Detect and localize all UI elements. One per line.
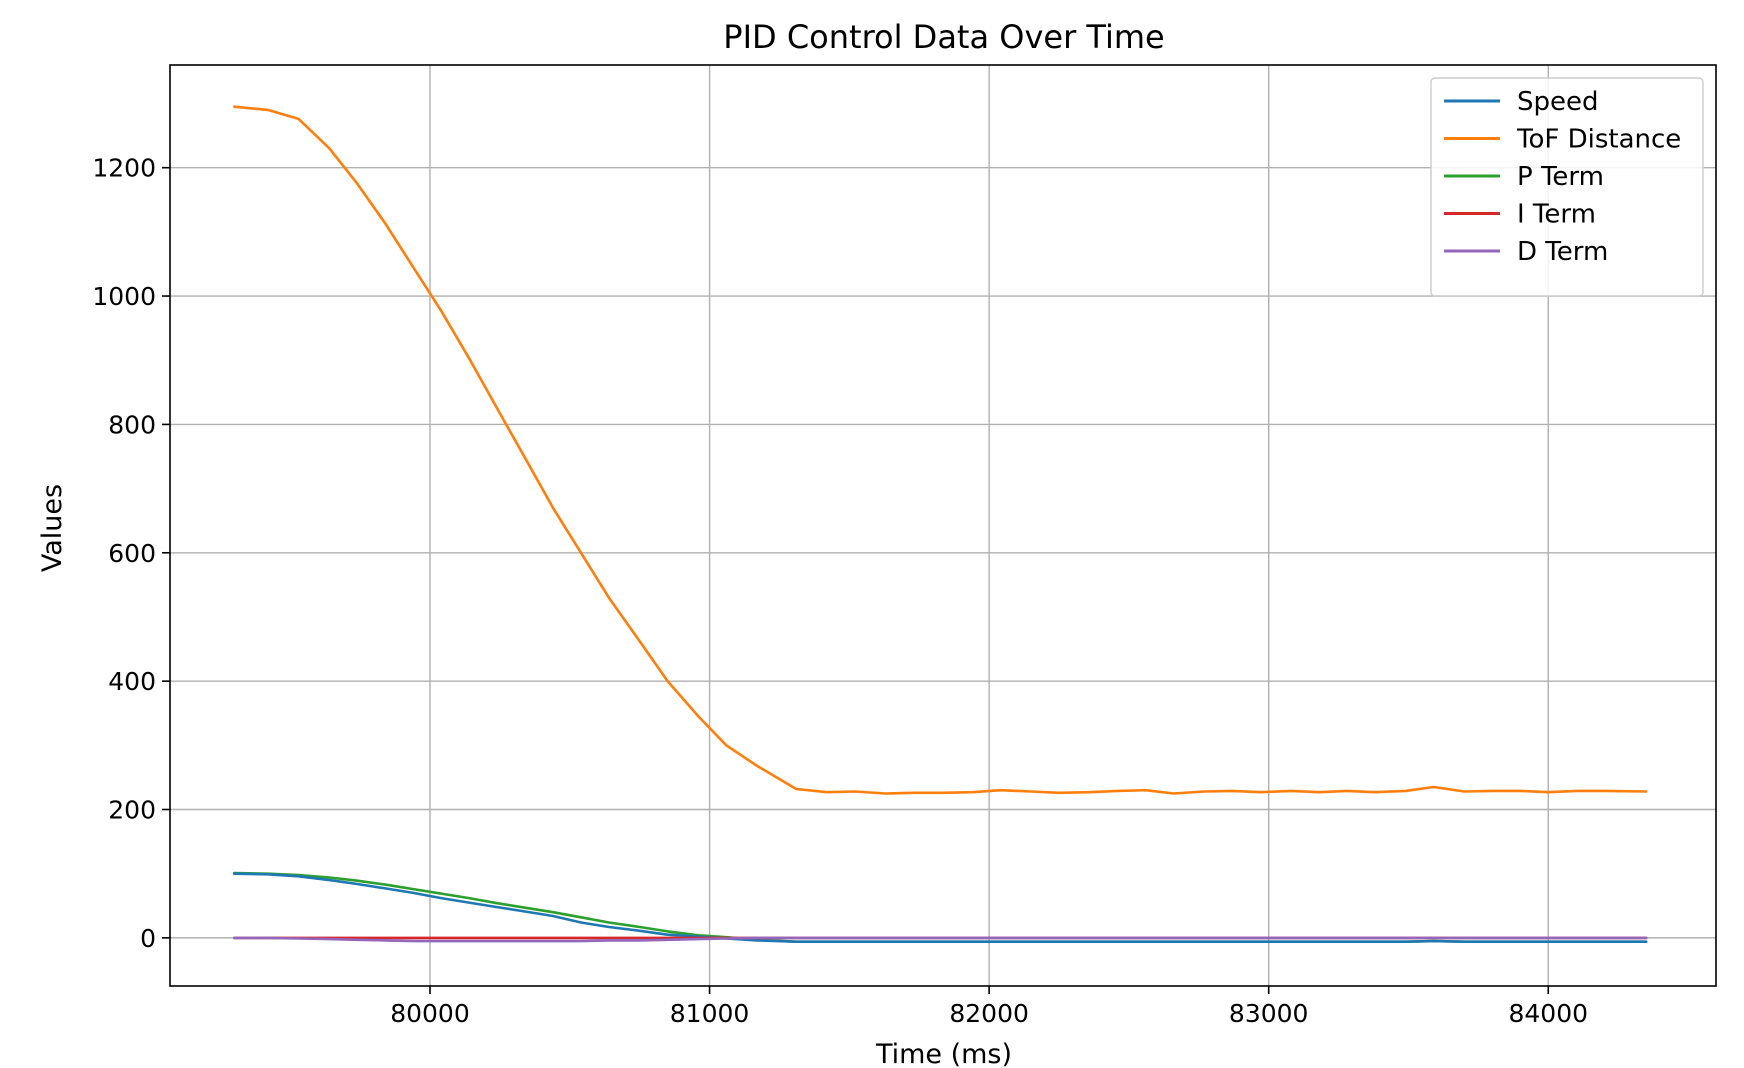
y-tick-label: 200 [108, 796, 156, 825]
legend-label-p-term: P Term [1517, 162, 1604, 192]
legend-label-speed: Speed [1517, 87, 1599, 117]
legend-box [1430, 77, 1704, 297]
x-axis-label: Time (ms) [875, 1039, 1012, 1068]
series-line-tof-distance [233, 105, 1648, 795]
series-line-d-term [233, 936, 1648, 943]
y-tick-label: 800 [108, 410, 156, 439]
axis-ticks: 80000 81000 82000 83000 84000 0 200 400 600 800 10… [92, 154, 1588, 1028]
y-axis-label: Values [37, 484, 68, 572]
y-tick-label: 1200 [92, 154, 156, 183]
plot-area-frame [169, 64, 1717, 987]
legend: Speed ToF Distance P Term I Term D Term [1430, 77, 1704, 297]
x-tick-label: 84000 [1508, 999, 1588, 1028]
x-tick-label: 81000 [670, 999, 750, 1028]
series-lines [233, 105, 1648, 944]
x-tick-label: 82000 [949, 999, 1029, 1028]
y-tick-label: 1000 [92, 282, 156, 311]
series-line-speed [233, 872, 1648, 944]
series-line-p-term [233, 871, 1648, 944]
legend-label-i-term: I Term [1517, 200, 1596, 230]
chart-title: PID Control Data Over Time [723, 18, 1164, 56]
y-tick-label: 400 [108, 667, 156, 696]
y-tick-label: 0 [140, 924, 156, 953]
y-tick-label: 600 [108, 539, 156, 568]
x-tick-label: 80000 [390, 999, 470, 1028]
legend-label-tof-distance: ToF Distance [1516, 125, 1681, 155]
legend-label-d-term: D Term [1517, 237, 1608, 267]
x-tick-label: 83000 [1229, 999, 1309, 1028]
